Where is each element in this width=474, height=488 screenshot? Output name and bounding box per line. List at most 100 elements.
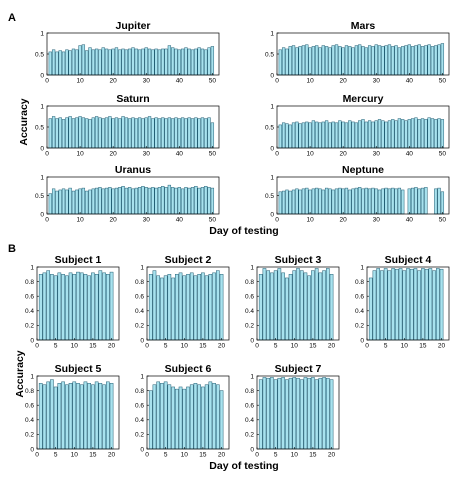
- bar: [301, 188, 306, 215]
- bar: [204, 186, 208, 215]
- bar: [410, 118, 415, 149]
- x-tick-label: 5: [54, 343, 58, 350]
- subplot: Subject 4 0 5 10 15 20 0 0.2 0.4 0.6 0.8 1: [355, 254, 450, 350]
- bar: [114, 187, 119, 215]
- y-tick-label: 0.4: [355, 308, 364, 315]
- bar: [315, 45, 319, 76]
- bar: [344, 45, 349, 76]
- bar: [177, 49, 181, 76]
- bar: [98, 49, 102, 76]
- bar: [439, 268, 444, 341]
- subplot: Subject 5 0 5 10 15 20 0 0.2 0.4 0.6 0.8 1: [25, 363, 120, 459]
- bar: [171, 47, 175, 76]
- bar: [298, 189, 302, 215]
- y-tick-label: 1: [270, 103, 274, 110]
- bar: [303, 377, 308, 450]
- bar: [197, 274, 201, 341]
- x-tick-label: 5: [274, 343, 278, 350]
- axes-frame: [256, 375, 340, 450]
- bar: [58, 189, 62, 215]
- bar: [296, 377, 300, 450]
- bar: [91, 188, 95, 215]
- a-y-axis-label: Accuracy: [18, 98, 30, 145]
- bar: [417, 44, 421, 76]
- bar: [354, 45, 359, 76]
- bar: [432, 270, 436, 341]
- bar: [154, 187, 158, 215]
- x-tick-label: 0: [275, 151, 279, 158]
- bar: [177, 118, 181, 149]
- bar: [109, 271, 114, 341]
- bar: [394, 188, 398, 215]
- bar: [111, 48, 115, 76]
- bar: [374, 120, 378, 149]
- bar: [398, 268, 403, 341]
- y-tick-label: 0.2: [25, 323, 34, 330]
- bar: [51, 116, 56, 149]
- x-tick-label: 20: [340, 151, 348, 158]
- bar: [184, 47, 188, 76]
- bar: [42, 272, 47, 341]
- bar: [61, 188, 66, 215]
- subplot: Subject 2 0 5 10 15 20 0 0.2 0.4 0.6 0.8 1: [135, 254, 230, 350]
- bar: [174, 187, 178, 215]
- bar: [210, 187, 215, 215]
- bar: [207, 187, 211, 215]
- bar: [187, 187, 191, 215]
- bar: [308, 122, 312, 149]
- bar: [160, 277, 164, 341]
- bar: [285, 189, 289, 215]
- bar: [437, 44, 441, 76]
- x-tick-label: 20: [108, 343, 116, 350]
- bar: [409, 268, 414, 341]
- bar: [414, 187, 418, 215]
- bar: [46, 381, 50, 450]
- bar: [58, 50, 62, 76]
- bar: [76, 271, 80, 341]
- y-tick-label: 0.5: [35, 193, 44, 200]
- bar: [164, 48, 168, 76]
- bar: [134, 118, 138, 149]
- bar: [391, 119, 395, 149]
- bar: [258, 379, 263, 450]
- y-tick-label: 0: [270, 145, 274, 152]
- bar: [101, 118, 105, 149]
- x-tick-label: 5: [164, 343, 168, 350]
- bar: [334, 44, 339, 76]
- bar: [55, 51, 59, 76]
- bar: [46, 270, 50, 341]
- bar: [167, 384, 172, 450]
- bar: [430, 118, 435, 149]
- bar: [307, 275, 311, 341]
- bar: [296, 268, 300, 341]
- y-tick-label: 0.5: [35, 124, 44, 131]
- bar: [417, 188, 421, 215]
- bar: [154, 48, 158, 76]
- bar: [193, 275, 198, 341]
- bar: [171, 386, 175, 450]
- y-tick-label: 0.5: [265, 51, 274, 58]
- subplot-title: Subject 7: [275, 363, 322, 375]
- bar: [358, 120, 362, 149]
- bar: [78, 45, 82, 76]
- bar: [351, 121, 355, 149]
- bar: [88, 47, 92, 76]
- bar: [331, 121, 335, 149]
- bar: [121, 116, 125, 149]
- bar: [61, 274, 65, 341]
- bar: [341, 121, 345, 149]
- bar: [88, 119, 92, 149]
- bar: [137, 49, 142, 76]
- bar: [397, 47, 402, 76]
- y-tick-label: 0.6: [25, 294, 34, 301]
- bar: [315, 187, 319, 215]
- y-tick-label: 0.2: [245, 432, 254, 439]
- bar: [108, 187, 112, 215]
- bar: [61, 119, 66, 149]
- bar: [71, 48, 76, 76]
- bar: [270, 377, 274, 450]
- bar: [413, 268, 418, 341]
- bar: [212, 383, 216, 450]
- bar: [358, 44, 362, 76]
- x-tick-label: 40: [406, 217, 414, 224]
